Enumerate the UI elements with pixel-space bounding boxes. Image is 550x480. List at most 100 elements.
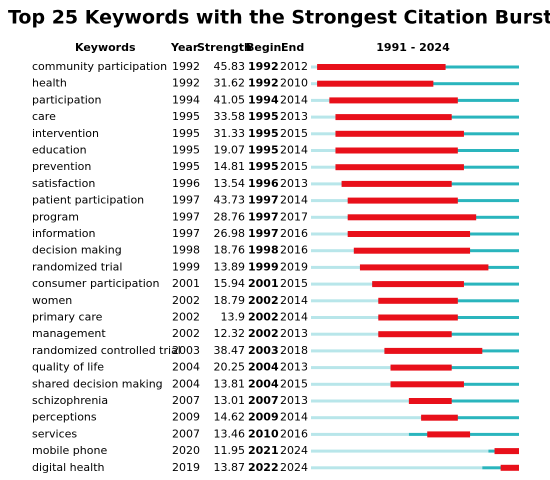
end: 2015 xyxy=(280,160,308,173)
keyword: digital health xyxy=(32,461,105,474)
column-header: Begin xyxy=(246,41,281,54)
year: 2002 xyxy=(172,294,200,307)
year: 2003 xyxy=(172,344,200,357)
burst-bar xyxy=(372,281,464,288)
strength: 31.62 xyxy=(214,77,246,90)
keyword: education xyxy=(32,144,87,157)
end: 2024 xyxy=(280,444,308,457)
end: 2015 xyxy=(280,127,308,140)
year: 2004 xyxy=(172,361,200,374)
end: 2013 xyxy=(280,327,308,340)
timeline-before xyxy=(311,199,348,203)
timeline-before xyxy=(311,65,318,69)
burst-bar xyxy=(335,130,464,137)
burst-bar xyxy=(390,381,464,388)
burst-bar xyxy=(347,197,458,204)
year: 1994 xyxy=(172,93,200,106)
timeline-after xyxy=(408,399,519,403)
year: 1995 xyxy=(172,160,200,173)
timeline-before xyxy=(311,282,373,286)
year: 2001 xyxy=(172,277,200,290)
timeline-before xyxy=(311,249,354,253)
burst-bar xyxy=(427,431,471,438)
keyword: shared decision making xyxy=(32,377,163,390)
keyword: care xyxy=(32,110,56,123)
begin: 2009 xyxy=(248,411,279,424)
strength: 33.58 xyxy=(214,110,246,123)
strength: 45.83 xyxy=(214,60,246,73)
burst-bar xyxy=(317,64,446,70)
year: 2009 xyxy=(172,411,200,424)
keyword: decision making xyxy=(32,244,122,257)
timeline-before xyxy=(311,132,336,136)
strength: 43.73 xyxy=(214,194,246,207)
end: 2012 xyxy=(280,60,308,73)
strength: 28.76 xyxy=(214,210,246,223)
timeline-before xyxy=(311,98,330,102)
burst-bar xyxy=(359,264,489,271)
end: 2013 xyxy=(280,361,308,374)
begin: 1995 xyxy=(248,160,279,173)
burst-bar xyxy=(335,147,458,154)
begin: 2004 xyxy=(248,361,279,374)
strength: 13.54 xyxy=(214,177,246,190)
timeline-before xyxy=(311,316,379,319)
year: 1997 xyxy=(172,194,200,207)
begin: 1996 xyxy=(248,177,279,190)
timeline-before xyxy=(311,265,360,269)
burst-bar xyxy=(347,231,471,237)
year: 2004 xyxy=(172,377,200,390)
begin: 2004 xyxy=(248,377,279,390)
keyword: information xyxy=(32,227,96,240)
end: 2019 xyxy=(280,260,308,273)
begin: 1999 xyxy=(248,260,279,273)
keyword: perceptions xyxy=(32,411,97,424)
burst-bar xyxy=(390,364,452,371)
strength: 12.32 xyxy=(214,327,246,340)
begin: 1997 xyxy=(248,227,279,240)
burst-bar xyxy=(335,114,452,121)
end: 2014 xyxy=(280,144,308,157)
end: 2014 xyxy=(280,93,308,106)
timeline-before xyxy=(311,115,336,119)
year: 2002 xyxy=(172,327,200,340)
timeline-before xyxy=(311,149,336,152)
end: 2016 xyxy=(280,244,308,257)
strength: 26.98 xyxy=(214,227,246,240)
column-header: Keywords xyxy=(75,41,136,54)
end: 2013 xyxy=(280,110,308,123)
strength: 14.81 xyxy=(214,160,246,173)
end: 2015 xyxy=(280,377,308,390)
timeline-before xyxy=(311,449,489,453)
keyword: patient participation xyxy=(32,194,144,207)
column-header: End xyxy=(281,41,304,54)
timeline-before xyxy=(311,382,391,386)
year: 2007 xyxy=(172,427,200,440)
end: 2014 xyxy=(280,311,308,324)
timeline-before xyxy=(311,165,336,169)
keyword: consumer participation xyxy=(32,277,159,290)
timeline-after xyxy=(390,366,519,370)
keyword: randomized trial xyxy=(32,260,122,273)
begin: 1995 xyxy=(248,127,279,140)
begin: 2010 xyxy=(248,427,279,440)
burst-bar xyxy=(347,214,477,221)
keyword: schizophrenia xyxy=(32,394,108,407)
burst-bar xyxy=(378,331,452,338)
begin: 2002 xyxy=(248,294,279,307)
year: 1996 xyxy=(172,177,200,190)
strength: 13.89 xyxy=(214,260,246,273)
strength: 14.62 xyxy=(214,411,246,424)
burst-bar xyxy=(500,464,519,471)
keyword: program xyxy=(32,210,79,223)
column-header: Year xyxy=(170,41,199,54)
strength: 18.76 xyxy=(214,244,246,257)
end: 2017 xyxy=(280,210,308,223)
year: 2007 xyxy=(172,394,200,407)
strength: 19.07 xyxy=(214,144,246,157)
strength: 13.01 xyxy=(214,394,246,407)
end: 2013 xyxy=(280,177,308,190)
begin: 1995 xyxy=(248,110,279,123)
begin: 2001 xyxy=(248,277,279,290)
year: 1997 xyxy=(172,227,200,240)
